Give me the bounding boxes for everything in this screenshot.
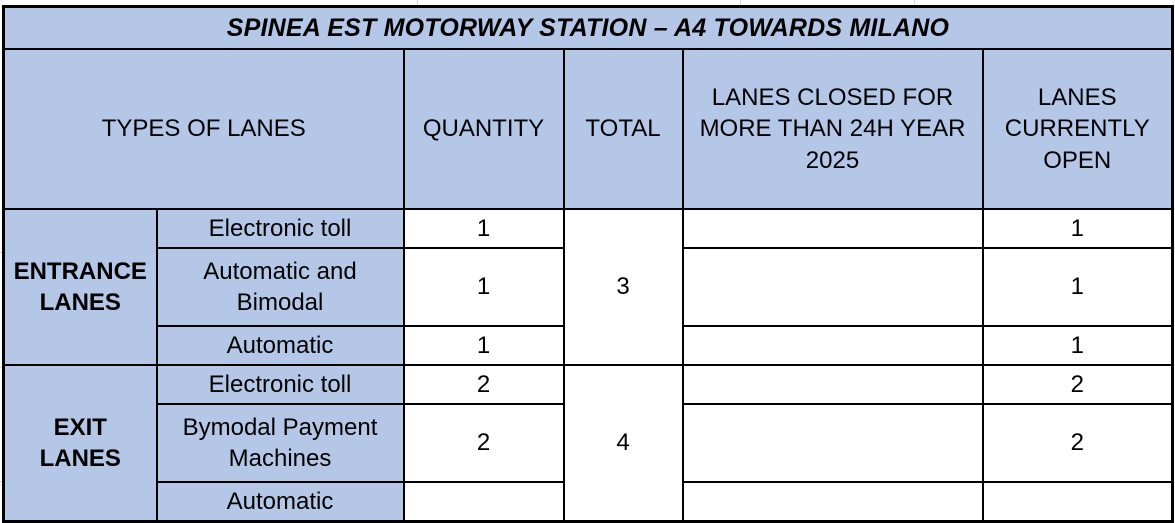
- lanes-closed-cell: [681, 403, 984, 483]
- total-exit-cell: 4: [562, 364, 684, 523]
- table-row: Automatic: [4, 481, 1174, 523]
- lanes-open-cell: [981, 481, 1174, 523]
- header-lanes-open: LANES CURRENTLY OPEN: [981, 48, 1174, 210]
- gridline-stub: [914, 0, 915, 5]
- table-row: ENTRANCE LANES Electronic toll 1 3 1: [2, 208, 1174, 366]
- lanes-table: SPINEA EST MOTORWAY STATION – A4 TOWARDS…: [2, 5, 1174, 523]
- gridline-stub: [417, 0, 418, 5]
- lanes-open-cell: 2: [981, 403, 1174, 483]
- table-row: Bymodal Payment Machines 2 2: [4, 403, 1174, 483]
- lanes-open-cell: 1: [981, 247, 1174, 327]
- header-total: TOTAL: [562, 48, 684, 210]
- quantity-cell: 2: [402, 403, 565, 483]
- quantity-cell: 1: [402, 208, 565, 249]
- gridline-stub: [0, 367, 2, 368]
- group-entrance-lanes: ENTRANCE LANES: [2, 208, 158, 366]
- table-row: EXIT LANES Electronic toll 2 4 2: [2, 364, 1174, 523]
- header-quantity: QUANTITY: [402, 48, 565, 210]
- table-title: SPINEA EST MOTORWAY STATION – A4 TOWARDS…: [2, 5, 1174, 50]
- lanes-open-cell: 2: [981, 364, 1174, 405]
- lane-type-cell: Electronic toll: [155, 364, 405, 405]
- lanes-closed-cell: [681, 247, 984, 327]
- table-row: Automatic 1 1: [4, 325, 1174, 366]
- table-row: Automatic and Bimodal 1 1: [4, 247, 1174, 327]
- lane-type-cell: Automatic: [155, 325, 405, 366]
- lane-type-cell: Bymodal Payment Machines: [155, 403, 405, 483]
- table-title-row: SPINEA EST MOTORWAY STATION – A4 TOWARDS…: [2, 5, 1174, 50]
- gridline-stub: [740, 0, 741, 5]
- gridline-stub: [0, 252, 2, 253]
- lanes-closed-cell: [681, 481, 984, 523]
- quantity-cell: 1: [402, 247, 565, 327]
- lane-type-cell: Automatic and Bimodal: [155, 247, 405, 327]
- quantity-cell: 1: [402, 325, 565, 366]
- header-types-of-lanes: TYPES OF LANES: [2, 48, 405, 210]
- quantity-cell: [402, 481, 565, 523]
- header-lanes-closed: LANES CLOSED FOR MORE THAN 24H YEAR 2025: [681, 48, 984, 210]
- lanes-closed-cell: [681, 325, 984, 366]
- gridline-stub: [0, 481, 2, 482]
- lane-type-cell: Automatic: [155, 481, 405, 523]
- quantity-cell: 2: [402, 364, 565, 405]
- group-exit-lanes: EXIT LANES: [2, 364, 158, 523]
- lane-type-cell: Electronic toll: [155, 208, 405, 249]
- total-entrance-cell: 3: [562, 208, 684, 366]
- table-header-row: TYPES OF LANES QUANTITY TOTAL LANES CLOS…: [2, 48, 1174, 210]
- lanes-closed-cell: [681, 364, 984, 405]
- lanes-closed-cell: [681, 208, 984, 249]
- lanes-open-cell: 1: [981, 208, 1174, 249]
- lanes-open-cell: 1: [981, 325, 1174, 366]
